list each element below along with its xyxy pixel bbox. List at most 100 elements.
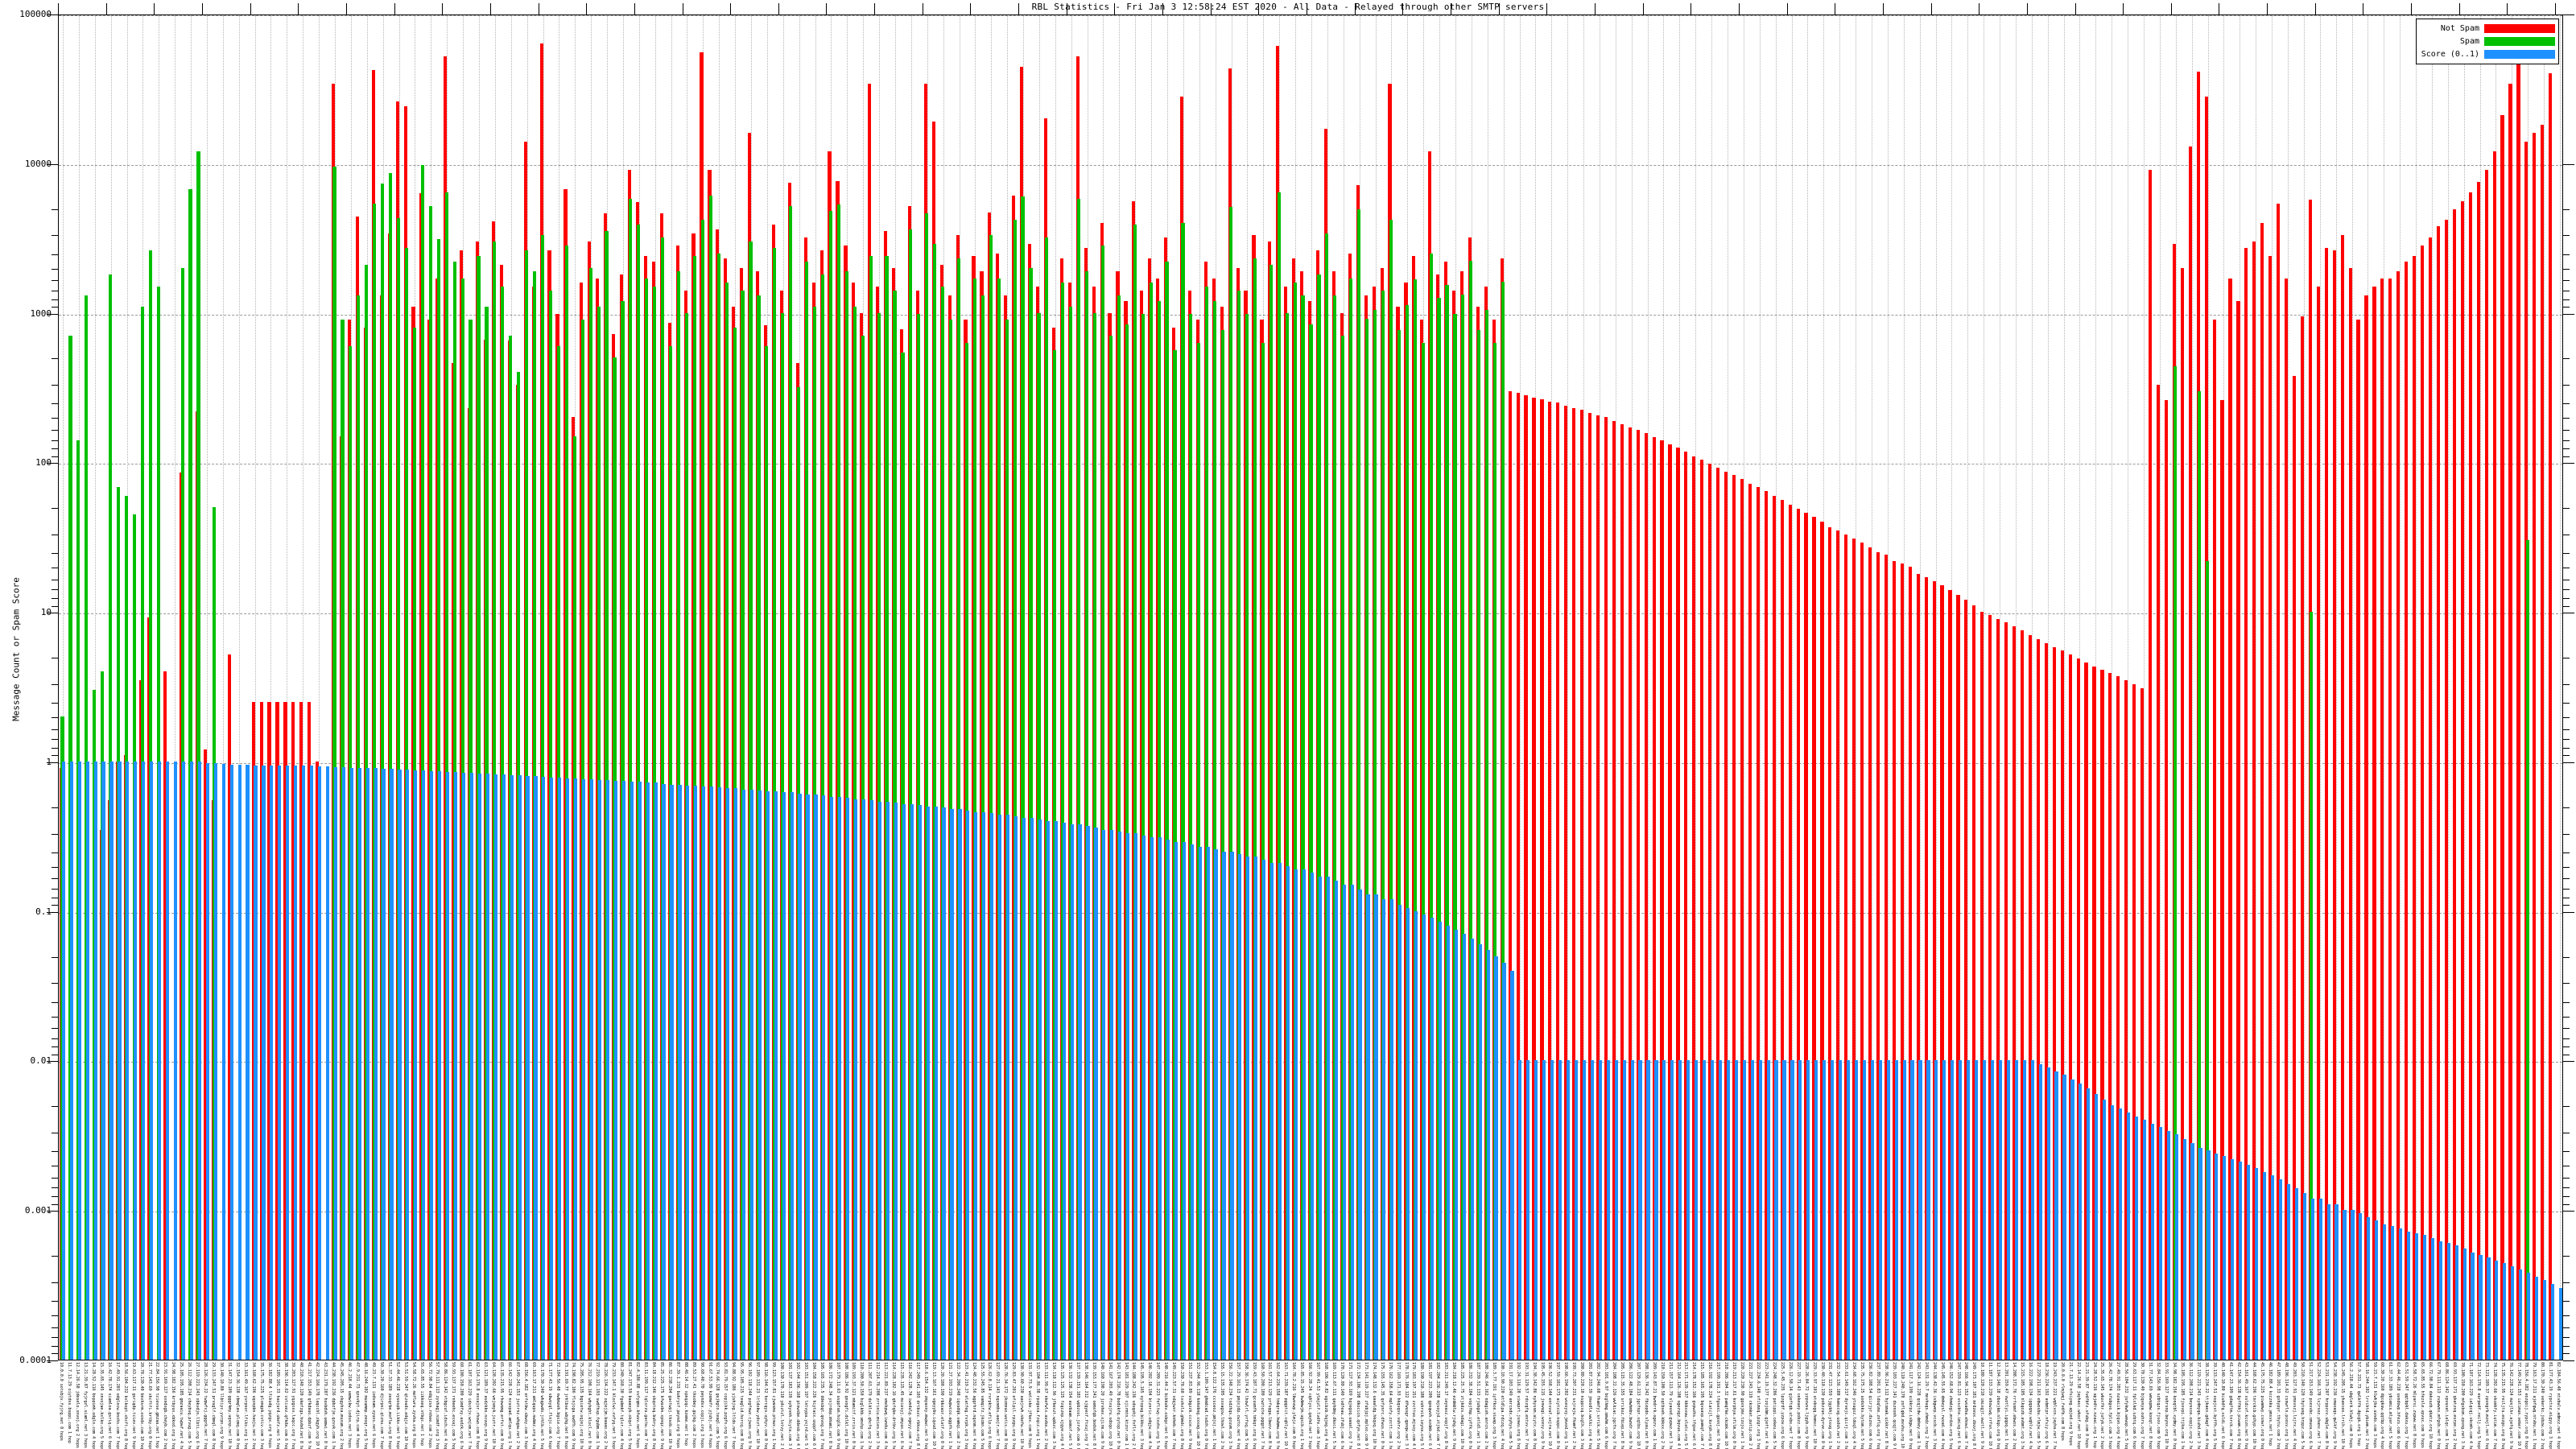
bar-not-spam — [2124, 679, 2128, 1360]
x-axis-tick — [1786, 3, 1788, 14]
bar-not-spam — [1916, 573, 1920, 1360]
bar-score — [2310, 1198, 2314, 1360]
x-axis-label: 44.238.192.236 dpbzfje.qzsvk.com 1 hop — [331, 1362, 336, 1449]
grid-line-vertical — [270, 15, 272, 1360]
bar-not-spam — [2516, 58, 2520, 1360]
bar-score — [1182, 841, 1186, 1360]
bar-not-spam — [2076, 658, 2080, 1360]
bar-spam — [1349, 278, 1353, 1360]
x-axis-label: 153.1.109.147 ghmdcad.tsdzh.org 0 hops — [1203, 1362, 1208, 1449]
y-axis-minor-tick — [52, 956, 58, 958]
bar-score — [1438, 921, 1443, 1360]
x-axis-label: 178.176.184.122 dfwusgr.qpnqw.net 3 hops — [1403, 1362, 1409, 1449]
bar-score — [1630, 1060, 1634, 1360]
bar-spam — [1228, 207, 1233, 1360]
y-axis-minor-tick — [52, 1028, 58, 1030]
x-axis-tick — [1930, 3, 1932, 14]
bar-score — [2487, 1257, 2491, 1360]
x-axis-label: 38.126.234.22 ttjkaex.gdagf.com 4 hops — [2203, 1362, 2209, 1449]
y-axis-minor-tick — [52, 418, 58, 419]
x-axis-label: 186.232.38.104 vopjfmp.iyffk.org 0 hops — [1468, 1362, 1473, 1449]
bar-score — [2519, 1269, 2523, 1360]
bar-spam — [1117, 295, 1121, 1360]
bar-not-spam — [2244, 248, 2248, 1360]
bar-score — [678, 784, 682, 1360]
x-axis-label: 157.29.161.13 pmjxjdp.cwzto.net 4 hops — [1235, 1362, 1241, 1449]
bar-score — [1702, 1060, 1707, 1360]
x-axis-label: 67.79.111.113 zvpwwnx.mfgsb.net 0 hops — [2436, 1362, 2442, 1449]
y-axis-minor-tick-right — [2563, 1187, 2570, 1189]
bar-not-spam — [2364, 295, 2368, 1360]
bar-not-spam — [1708, 463, 1712, 1360]
bar-score — [1470, 939, 1474, 1360]
x-axis-label: 102.144.196.168 ptnwxbe.ddesb.org 4 hops — [795, 1362, 800, 1449]
bar-score — [2239, 1162, 2243, 1360]
x-axis-label: 26.112.208.214 cheybvq.prvug.com 5 hops — [187, 1362, 192, 1449]
bar-score — [2142, 1120, 2146, 1360]
y-axis-minor-tick-right — [2563, 1196, 2570, 1198]
grid-line-vertical — [1775, 15, 1777, 1360]
bar-not-spam — [2180, 267, 2184, 1360]
y-axis-minor-tick-right — [2563, 1028, 2570, 1030]
x-axis-tick — [345, 3, 347, 14]
x-axis-tick — [489, 3, 491, 14]
x-axis-label: 109.193.37.121 mhamitf.zrrin.net 0 hops — [851, 1362, 857, 1449]
x-axis-label: 207.129.61.213 jgcfnpr.xqtbs.org 10 hops — [1635, 1362, 1641, 1449]
bar-score — [605, 780, 610, 1360]
bar-score — [477, 773, 481, 1360]
bar-spam — [1493, 342, 1497, 1360]
bar-score — [2038, 1063, 2042, 1360]
bar-not-spam — [1628, 427, 1632, 1360]
bar-score — [294, 765, 298, 1360]
x-axis-label: 209.143.87.21 bwndrrk.ogezv.com 1 hop — [1651, 1362, 1657, 1449]
bar-score — [2030, 1060, 2034, 1360]
x-axis-tick — [1690, 3, 1692, 14]
bar-score — [2150, 1123, 2154, 1360]
x-axis-label: 156.22.148.234 tsdzhqs.gcuvm.org 3 hops — [1227, 1362, 1232, 1449]
x-axis-label: 173.141.119.227 zfubjpj.mplxo.com 9 hops — [1363, 1362, 1368, 1449]
grid-line-vertical — [1551, 15, 1553, 1360]
y-axis-minor-tick-right — [2563, 956, 2570, 958]
bar-spam — [909, 229, 913, 1360]
bar-score — [142, 761, 146, 1360]
y-axis-minor-tick — [52, 307, 58, 308]
bar-score — [830, 796, 834, 1360]
bar-score — [910, 803, 914, 1360]
bar-not-spam — [1764, 491, 1768, 1360]
bar-not-spam — [1868, 547, 1872, 1360]
bar-score — [2270, 1175, 2275, 1360]
bar-spam — [1477, 329, 1481, 1360]
grid-line-vertical — [2031, 15, 2033, 1360]
x-axis-tick — [1546, 3, 1548, 14]
y-axis-minor-tick-right — [2563, 280, 2570, 282]
x-axis-label: 176.162.158.64 mplxofy.zzctt.com 1 hop — [1387, 1362, 1393, 1449]
bar-score — [1894, 1060, 1898, 1360]
grid-line-vertical — [1807, 15, 1809, 1360]
y-axis-minor-tick-right — [2563, 430, 2570, 431]
grid-line-vertical — [2223, 15, 2225, 1360]
bar-score — [894, 803, 898, 1360]
bar-score — [2454, 1245, 2458, 1360]
x-axis-label: 70.100.150.200 mfgsbcm.zpxng.net 3 hops — [2459, 1362, 2465, 1449]
bar-not-spam — [1772, 495, 1776, 1360]
bar-not-spam — [1724, 471, 1728, 1360]
bar-not-spam — [1900, 564, 1904, 1360]
bar-score — [1598, 1060, 1602, 1360]
x-axis-label: 39.203.127.91 yqzgxsv.laqcc.org 7 hops — [291, 1362, 296, 1449]
y-axis-minor-tick-right — [2563, 358, 2570, 360]
bar-not-spam — [1828, 526, 1832, 1360]
bar-not-spam — [2156, 385, 2161, 1360]
bar-score — [1302, 869, 1307, 1360]
x-axis-tick — [1018, 3, 1020, 14]
bar-score — [286, 765, 290, 1360]
y-axis-minor-tick-right — [2563, 299, 2570, 300]
bar-not-spam — [2340, 235, 2344, 1360]
grid-line-vertical — [1567, 15, 1569, 1360]
x-axis-label: 221.227.243.119 ckcmkat.putip.com 2 hops — [1748, 1362, 1753, 1449]
x-axis-tick — [634, 3, 635, 14]
bar-score — [1951, 1060, 1955, 1360]
bar-score — [774, 791, 778, 1360]
y-axis-label: 100 — [35, 457, 52, 469]
bar-score — [2158, 1126, 2162, 1360]
x-axis-label: 69.93.137.171 qkatzoq.eurpe.org 2 hops — [2451, 1362, 2457, 1449]
